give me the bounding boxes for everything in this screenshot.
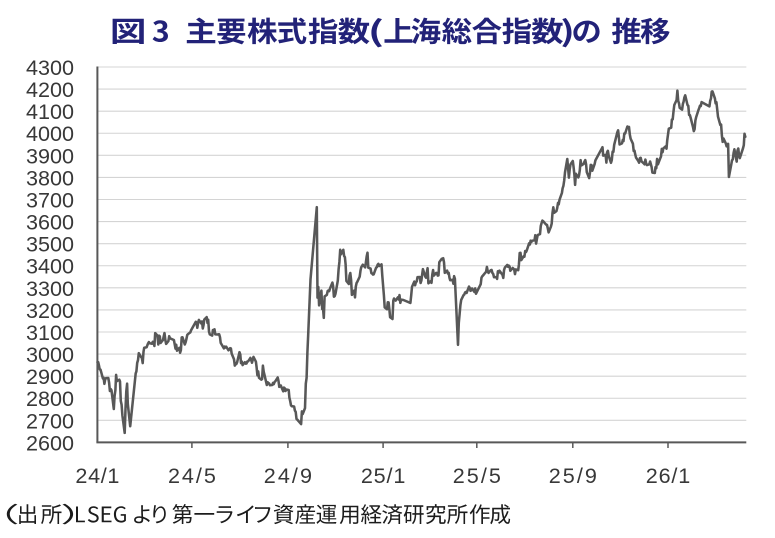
svg-text:3100: 3100 bbox=[26, 320, 74, 345]
svg-text:3900: 3900 bbox=[26, 143, 74, 168]
svg-text:3400: 3400 bbox=[26, 254, 74, 279]
svg-text:24/9: 24/9 bbox=[264, 463, 312, 488]
svg-text:2600: 2600 bbox=[26, 430, 74, 455]
svg-text:2800: 2800 bbox=[26, 386, 74, 411]
svg-text:25/5: 25/5 bbox=[453, 463, 501, 488]
svg-text:3600: 3600 bbox=[26, 210, 74, 235]
svg-text:3800: 3800 bbox=[26, 165, 74, 190]
svg-text:25/1: 25/1 bbox=[361, 463, 406, 488]
svg-text:4100: 4100 bbox=[26, 99, 74, 124]
svg-text:3700: 3700 bbox=[26, 188, 74, 213]
svg-text:3500: 3500 bbox=[26, 232, 74, 257]
svg-text:3300: 3300 bbox=[26, 276, 74, 301]
svg-text:2700: 2700 bbox=[26, 408, 74, 433]
svg-text:26/1: 26/1 bbox=[646, 463, 691, 488]
svg-text:3000: 3000 bbox=[26, 342, 74, 367]
svg-text:3200: 3200 bbox=[26, 298, 74, 323]
svg-text:4200: 4200 bbox=[26, 77, 74, 102]
svg-text:24/5: 24/5 bbox=[168, 463, 216, 488]
svg-text:24/1: 24/1 bbox=[75, 463, 119, 488]
svg-text:2900: 2900 bbox=[26, 364, 74, 389]
svg-text:4000: 4000 bbox=[26, 121, 74, 146]
svg-text:4300: 4300 bbox=[26, 55, 74, 80]
svg-text:25/9: 25/9 bbox=[549, 463, 597, 488]
